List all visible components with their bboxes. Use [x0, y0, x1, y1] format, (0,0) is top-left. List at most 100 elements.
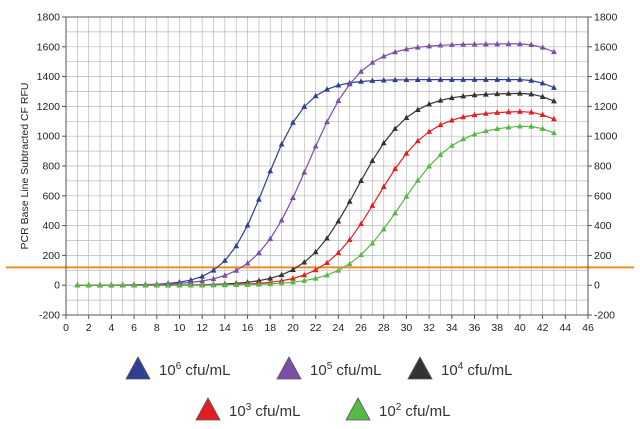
data-point-marker	[153, 281, 160, 288]
data-point-marker	[199, 273, 206, 279]
data-point-marker	[290, 119, 296, 125]
data-point-marker	[528, 41, 535, 48]
data-point-marker	[517, 123, 523, 129]
data-point-marker	[414, 137, 421, 144]
data-point-marker	[539, 125, 546, 131]
data-point-marker	[551, 84, 557, 90]
legend-triangle-icon	[195, 397, 221, 421]
legend-triangle-icon	[125, 356, 151, 380]
x-tick-label: 12	[196, 322, 208, 334]
x-tick-label: 18	[264, 322, 276, 334]
legend-exponent: 2	[396, 402, 402, 413]
data-point-marker	[437, 97, 444, 103]
data-point-marker	[312, 143, 319, 149]
data-point-marker	[312, 248, 319, 255]
data-point-marker	[301, 277, 308, 283]
data-point-marker	[426, 163, 433, 169]
data-point-marker	[551, 129, 557, 136]
data-point-marker	[256, 281, 262, 287]
data-point-marker	[494, 90, 501, 97]
data-point-marker	[267, 275, 274, 281]
data-point-marker	[482, 91, 489, 97]
data-point-marker	[471, 91, 478, 98]
y-tick-label-left: 1600	[37, 41, 61, 53]
data-point-marker	[210, 275, 217, 282]
data-point-marker	[482, 76, 489, 82]
data-point-marker	[244, 222, 251, 228]
data-point-marker	[505, 124, 512, 130]
series-layer	[74, 40, 557, 288]
data-point-marker	[528, 123, 535, 129]
y-tick-label-right: 1800	[594, 12, 618, 24]
legend-label: 104 cfu/mL	[441, 361, 512, 379]
data-point-marker	[74, 281, 81, 288]
data-point-marker	[210, 267, 217, 273]
data-point-marker	[301, 271, 308, 278]
x-tick-label: 6	[131, 322, 137, 334]
data-point-marker	[187, 281, 194, 288]
data-point-marker	[392, 48, 398, 55]
data-point-marker	[131, 281, 137, 288]
data-point-marker	[335, 267, 342, 273]
data-point-marker	[482, 127, 489, 134]
y-tick-label-right: 400	[594, 220, 612, 232]
data-point-marker	[380, 139, 387, 146]
data-point-marker	[290, 275, 296, 281]
data-point-marker	[324, 118, 330, 125]
data-point-marker	[460, 76, 467, 82]
data-point-marker	[482, 40, 489, 47]
data-point-marker	[460, 92, 467, 99]
data-point-marker	[199, 281, 206, 288]
data-point-marker	[403, 150, 410, 156]
data-point-marker	[414, 44, 421, 50]
data-point-marker	[380, 53, 387, 59]
data-point-marker	[358, 78, 364, 84]
data-point-marker	[165, 281, 172, 288]
data-point-marker	[460, 135, 467, 142]
data-point-marker	[437, 42, 444, 48]
x-tick-label: 40	[514, 322, 526, 334]
x-tick-label: 38	[491, 322, 503, 334]
data-point-marker	[346, 236, 353, 243]
y-tick-label-left: 1000	[37, 131, 61, 143]
data-point-marker	[392, 209, 398, 216]
data-point-marker	[221, 281, 228, 288]
data-point-marker	[392, 76, 398, 83]
data-point-marker	[437, 151, 444, 157]
data-point-marker	[392, 165, 398, 172]
x-tick-label: 10	[174, 322, 186, 334]
data-point-marker	[199, 277, 206, 284]
data-point-marker	[335, 218, 342, 224]
data-point-marker	[426, 42, 433, 49]
data-point-marker	[528, 90, 535, 97]
data-point-marker	[517, 76, 523, 82]
data-point-marker	[278, 279, 285, 286]
data-point-marker	[403, 76, 410, 83]
data-point-marker	[301, 259, 308, 265]
data-point-marker	[414, 106, 421, 112]
legend-base: 10	[159, 362, 176, 379]
legend-item-2: 105 cfu/mL	[276, 356, 381, 380]
data-point-marker	[380, 225, 387, 232]
data-point-marker	[324, 86, 330, 92]
y-tick-label-left: 400	[42, 220, 60, 232]
y-axis-title: PCR Base Line Subtracted CF RFU	[19, 83, 31, 250]
x-tick-label: 26	[355, 322, 367, 334]
data-point-marker	[119, 281, 126, 288]
data-point-marker	[290, 266, 296, 272]
y-tick-label-right: 1000	[594, 131, 618, 143]
data-point-marker	[346, 260, 353, 267]
data-point-marker	[85, 281, 92, 288]
data-point-marker	[358, 68, 364, 74]
data-point-marker	[403, 114, 410, 120]
data-point-marker	[528, 77, 535, 83]
y-tick-label-right: 1600	[594, 41, 618, 53]
data-point-marker	[335, 97, 342, 104]
y-tick-label-right: -200	[594, 310, 615, 322]
y-tick-label-left: -200	[39, 310, 60, 322]
x-tick-label: 32	[423, 322, 435, 334]
data-point-marker	[176, 281, 183, 288]
